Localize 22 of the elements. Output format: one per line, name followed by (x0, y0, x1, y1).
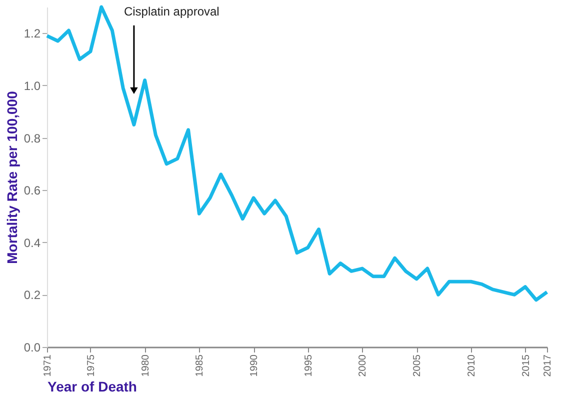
x-tick-label: 2000 (358, 354, 369, 377)
y-tick-label: 0.0 (24, 340, 41, 354)
x-tick-label: 1990 (249, 354, 260, 377)
annotation: Cisplatin approval (124, 4, 220, 18)
x-tick-label: 2005 (412, 354, 424, 377)
x-tick-label: 2017 (542, 354, 554, 377)
y-tick-label: 1.0 (24, 78, 41, 93)
y-tick-label: 0.6 (24, 184, 41, 198)
y-axis-title: Mortality Rate per 100,000 (4, 90, 20, 264)
x-tick-label: 1980 (140, 354, 152, 377)
x-tick-label: 1985 (194, 354, 206, 377)
line-series (45, 5, 549, 302)
y-tick-label: 0.2 (24, 288, 41, 302)
y-tick-label: 0.8 (24, 131, 41, 146)
x-tick-label: 2015 (520, 354, 532, 377)
x-axis-title: Year of Death (48, 378, 137, 395)
x-tick-label: 1995 (303, 354, 314, 377)
x-tick-label: 1975 (86, 354, 97, 377)
x-tick-label: 1971 (42, 354, 54, 377)
y-tick-label: 0.4 (24, 236, 41, 250)
x-tick-label: 2010 (466, 354, 478, 377)
y-tick-label: 1.2 (24, 26, 41, 41)
